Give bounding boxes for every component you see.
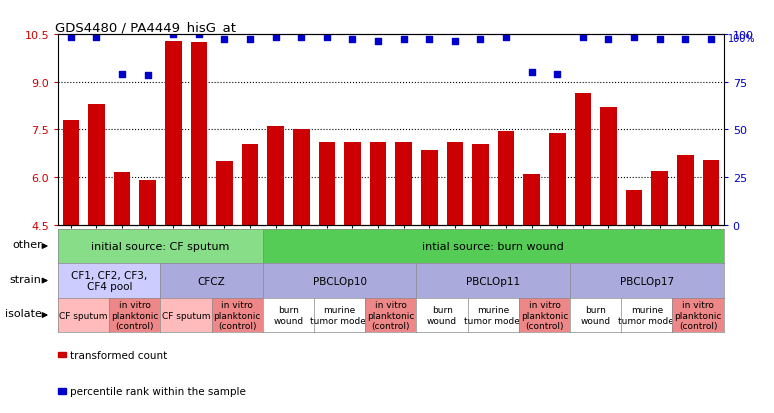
Bar — [139, 181, 156, 225]
Text: burn
wound: burn wound — [580, 306, 611, 325]
Text: initial source: CF sputum: initial source: CF sputum — [91, 242, 230, 252]
Bar — [241, 145, 259, 225]
Bar — [574, 94, 591, 225]
Text: other: other — [12, 240, 42, 250]
Point — [449, 38, 461, 45]
Text: PBCLOp11: PBCLOp11 — [466, 276, 520, 286]
Bar — [293, 130, 310, 225]
Bar — [600, 108, 617, 225]
Point — [142, 73, 154, 80]
Point — [167, 32, 180, 38]
Point — [91, 35, 103, 42]
Bar — [114, 173, 130, 225]
Text: PBCLOp10: PBCLOp10 — [313, 276, 367, 286]
Point — [704, 36, 717, 43]
Bar — [523, 174, 540, 225]
Text: murine
tumor model: murine tumor model — [310, 306, 369, 325]
Point — [372, 38, 384, 45]
Text: murine
tumor model: murine tumor model — [464, 306, 522, 325]
Point — [526, 70, 538, 76]
Text: in vitro
planktonic
(control): in vitro planktonic (control) — [521, 300, 568, 330]
Text: murine
tumor model: murine tumor model — [618, 306, 676, 325]
Bar — [190, 43, 207, 225]
Text: PBCLOp17: PBCLOp17 — [620, 276, 674, 286]
Text: CF1, CF2, CF3,
CF4 pool: CF1, CF2, CF3, CF4 pool — [71, 270, 147, 292]
Bar — [703, 160, 719, 225]
Text: 100%: 100% — [728, 34, 755, 44]
Bar — [88, 105, 104, 225]
Text: CF sputum: CF sputum — [60, 311, 108, 320]
Bar — [370, 143, 386, 225]
Point — [551, 71, 563, 78]
Point — [653, 36, 666, 43]
Point — [577, 35, 589, 42]
Bar — [63, 121, 79, 225]
Text: CF sputum: CF sputum — [162, 311, 211, 320]
Point — [269, 35, 282, 42]
Point — [320, 35, 333, 42]
Bar — [625, 190, 642, 225]
Text: in vitro
planktonic
(control): in vitro planktonic (control) — [111, 300, 159, 330]
Point — [423, 36, 436, 43]
Point — [602, 36, 615, 43]
Point — [398, 36, 410, 43]
Bar — [216, 162, 233, 225]
Text: strain: strain — [10, 274, 42, 284]
Bar — [319, 143, 335, 225]
Point — [346, 36, 358, 43]
Point — [474, 36, 487, 43]
Point — [295, 35, 307, 42]
Point — [116, 71, 128, 78]
Bar — [165, 41, 182, 225]
Bar — [396, 143, 412, 225]
Text: burn
wound: burn wound — [273, 306, 303, 325]
Bar — [421, 151, 437, 225]
Bar — [677, 155, 694, 225]
Bar — [267, 127, 284, 225]
Text: in vitro
planktonic
(control): in vitro planktonic (control) — [674, 300, 722, 330]
Text: isolate: isolate — [5, 309, 42, 318]
Text: CFCZ: CFCZ — [198, 276, 225, 286]
Point — [244, 36, 256, 43]
Bar — [58, 352, 67, 358]
Bar — [447, 143, 463, 225]
Point — [500, 35, 512, 42]
Text: intial source: burn wound: intial source: burn wound — [423, 242, 564, 252]
Text: transformed count: transformed count — [70, 350, 167, 360]
Bar — [549, 133, 566, 225]
Text: in vitro
planktonic
(control): in vitro planktonic (control) — [214, 300, 261, 330]
Point — [679, 36, 691, 43]
Text: burn
wound: burn wound — [427, 306, 457, 325]
Bar — [344, 143, 361, 225]
Bar — [498, 132, 515, 225]
Point — [628, 35, 640, 42]
Point — [218, 36, 231, 43]
Bar — [58, 388, 67, 394]
Bar — [652, 171, 668, 225]
Text: percentile rank within the sample: percentile rank within the sample — [70, 386, 245, 396]
Bar — [472, 145, 489, 225]
Text: in vitro
planktonic
(control): in vitro planktonic (control) — [367, 300, 415, 330]
Point — [193, 32, 205, 38]
Point — [65, 35, 77, 42]
Text: GDS4480 / PA4449_hisG_at: GDS4480 / PA4449_hisG_at — [55, 21, 236, 34]
